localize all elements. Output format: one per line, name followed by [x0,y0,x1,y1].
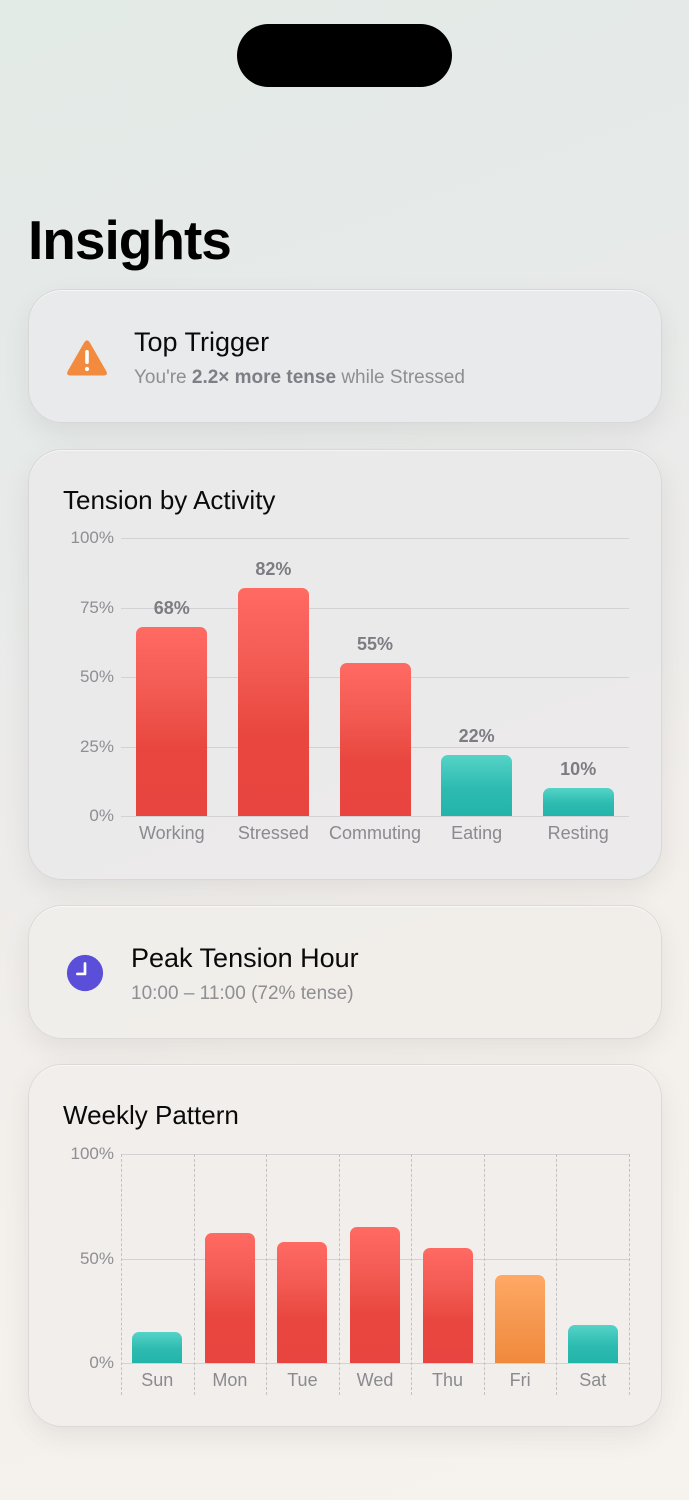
vertical-gridline [483,1154,485,1395]
bar-sat[interactable] [567,1325,618,1363]
warning-triangle-icon [67,340,107,376]
vertical-gridline [411,1154,413,1395]
bar-working[interactable] [136,626,208,816]
bar-stressed[interactable] [237,588,309,816]
x-axis-label: Fri [509,1370,531,1390]
y-axis-tick: 25% [79,736,114,756]
top-trigger-title: Top Trigger [134,327,270,357]
x-axis-label: Sat [579,1370,607,1390]
gridline [121,816,629,817]
weekly-bar-chart: 100% 50% 0% Sun Mon Tue Wed Thu Fri Sat [29,1065,663,1426]
vertical-gridline [629,1154,630,1395]
gridline [121,1363,629,1364]
subtitle-prefix: You're [134,367,192,388]
top-trigger-subtitle: You're 2.2× more tense while Stressed [134,366,465,390]
x-axis-label: Eating [451,823,503,843]
bar-tue[interactable] [277,1241,328,1363]
bar-value-label: 10% [560,759,597,780]
gridline [121,607,629,609]
vertical-gridline [338,1154,340,1395]
subtitle-suffix: while Stressed [336,367,465,388]
bar-value-label: 55% [356,634,394,655]
y-axis-tick: 0% [89,806,114,825]
gridline [121,538,629,539]
weekly-pattern-card: Weekly Pattern 100% 50% 0% Sun Mon Tue Wed Thu F… [28,1064,662,1427]
x-axis-label: Stressed [237,823,309,843]
bar-value-label: 22% [458,725,495,746]
y-axis-tick: 50% [79,1248,114,1268]
vertical-gridline [556,1154,558,1395]
y-axis-tick: 75% [79,597,114,617]
bar-sun[interactable] [132,1331,183,1363]
vertical-gridline [193,1154,195,1395]
peak-hour-title: Peak Tension Hour [131,943,359,973]
bar-fri[interactable] [495,1275,546,1363]
x-axis-label: Working [138,823,205,843]
x-axis-label: Mon [212,1370,248,1390]
bar-wed[interactable] [350,1227,400,1363]
y-axis-tick: 100% [70,1144,114,1163]
peak-hour-subtitle: 10:00 – 11:00 (72% tense) [131,983,354,1004]
top-trigger-card[interactable]: Top Trigger You're 2.2× more tense while… [28,289,662,423]
gridline [121,1154,629,1155]
bar-value-label: 82% [255,559,292,580]
bar-value-label: 68% [153,597,190,618]
bar-eating[interactable] [441,754,513,816]
bar-mon[interactable] [204,1233,255,1363]
x-axis-label: Wed [356,1370,394,1390]
weekly-chart-title: Weekly Pattern [63,1100,239,1130]
x-axis-label: Tue [287,1370,318,1390]
tension-by-activity-card: Tension by Activity 100% 75% 50% 25% 0% 68% Wo… [28,449,662,880]
clock-icon [66,954,104,992]
dynamic-island [237,24,452,87]
x-axis-label: Sun [141,1370,174,1390]
vertical-gridline [121,1154,122,1395]
bar-commuting[interactable] [339,663,411,816]
activity-chart-title: Tension by Activity [63,485,276,515]
peak-tension-hour-card[interactable]: Peak Tension Hour 10:00 – 11:00 (72% ten… [28,905,662,1039]
vertical-gridline [266,1154,268,1395]
x-axis-label: Commuting [328,823,422,843]
x-axis-label: Thu [432,1370,464,1390]
activity-bar-chart: 100% 75% 50% 25% 0% 68% Working 82% Stressed 55% C… [29,450,663,879]
bar-thu[interactable] [422,1248,473,1363]
page-title: Insights [28,209,232,271]
y-axis-tick: 0% [89,1353,114,1372]
y-axis-tick: 100% [70,528,114,547]
y-axis-tick: 50% [79,667,114,686]
subtitle-emphasis: 2.2× more tense [191,367,337,388]
bar-resting[interactable] [542,788,614,816]
x-axis-label: Resting [547,823,609,843]
